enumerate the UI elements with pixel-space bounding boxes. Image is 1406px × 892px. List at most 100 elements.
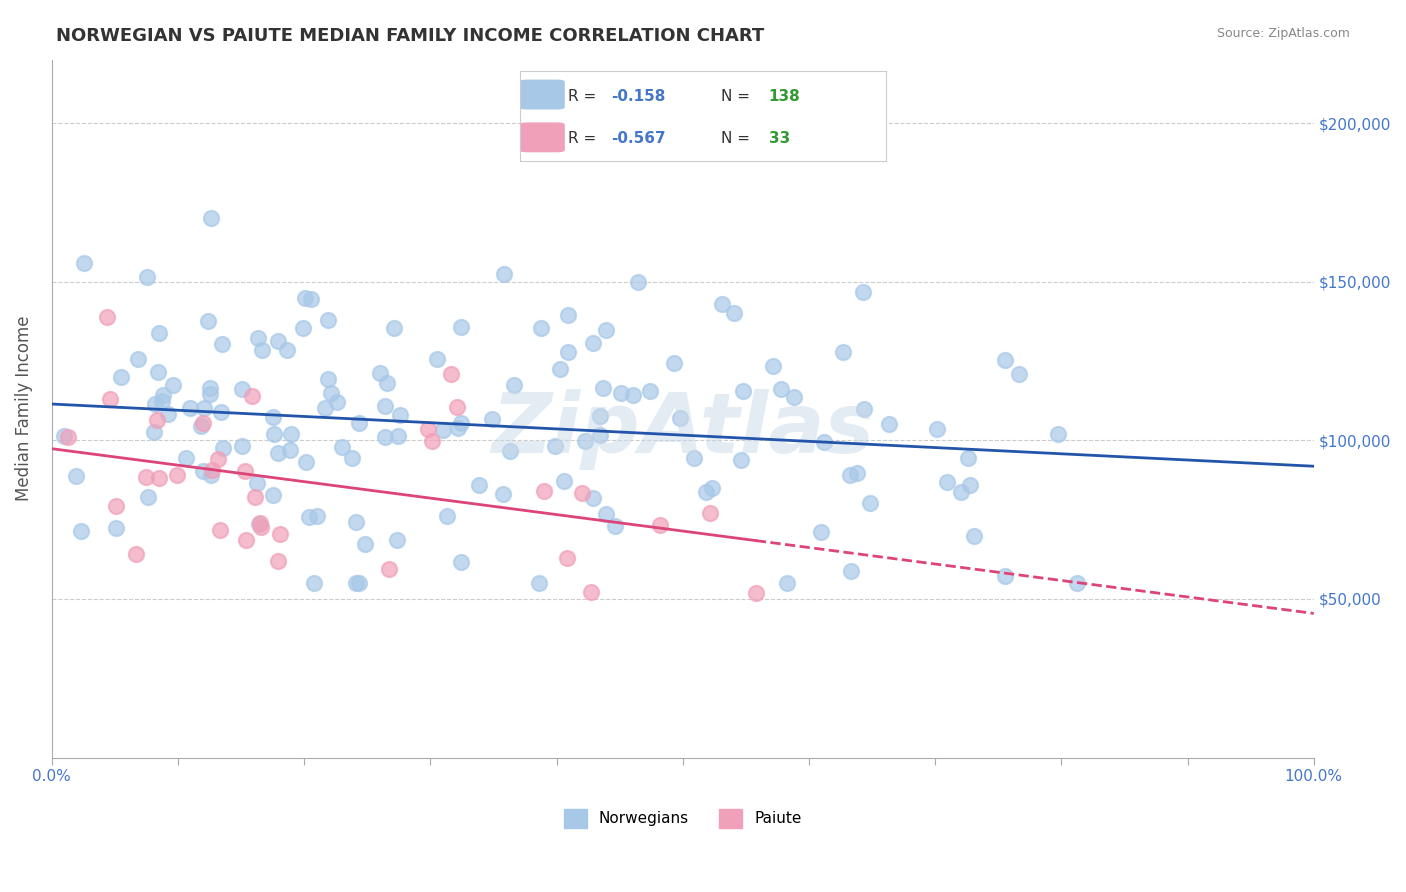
Point (375, 376, 398, 390)
Point (845, 466, 868, 480)
Point (156, 407, 179, 421)
Point (235, 533, 257, 547)
Text: Source: ZipAtlas.com: Source: ZipAtlas.com (1216, 27, 1350, 40)
Point (553, 474, 575, 488)
Point (152, 388, 174, 402)
Point (247, 331, 270, 345)
Point (250, 343, 273, 358)
Point (499, 443, 522, 458)
Text: -0.158: -0.158 (612, 89, 666, 103)
Point (193, 401, 215, 415)
Point (603, 519, 626, 533)
Point (695, 484, 717, 499)
Point (648, 518, 671, 533)
Point (838, 468, 860, 483)
Point (468, 478, 491, 492)
Point (200, 386, 222, 401)
Point (262, 488, 284, 502)
Point (104, 499, 127, 513)
Point (347, 576, 370, 591)
Point (432, 423, 454, 437)
Point (502, 377, 524, 392)
Point (245, 490, 267, 504)
Point (190, 419, 212, 434)
Point (278, 442, 301, 457)
Point (963, 529, 986, 543)
FancyBboxPatch shape (520, 123, 564, 152)
Text: NORWEGIAN VS PAIUTE MEDIAN FAMILY INCOME CORRELATION CHART: NORWEGIAN VS PAIUTE MEDIAN FAMILY INCOME… (56, 27, 765, 45)
Point (267, 446, 290, 460)
Point (143, 425, 166, 439)
Point (557, 344, 579, 359)
Text: R =: R = (568, 89, 600, 103)
Point (770, 382, 793, 396)
Text: 138: 138 (769, 89, 800, 103)
Point (135, 470, 157, 484)
Point (813, 434, 835, 449)
Point (374, 399, 396, 413)
Point (548, 362, 571, 376)
Point (198, 381, 221, 395)
Point (191, 464, 214, 478)
Point (72, 256, 94, 270)
Point (589, 428, 612, 442)
Point (723, 306, 745, 320)
Point (877, 417, 900, 432)
Point (299, 292, 322, 306)
Point (344, 576, 367, 591)
Point (935, 475, 957, 489)
Point (179, 401, 201, 416)
Point (368, 366, 391, 380)
Point (858, 496, 880, 510)
Point (450, 319, 472, 334)
Point (492, 268, 515, 282)
Point (263, 426, 285, 441)
Point (212, 441, 235, 455)
Text: R =: R = (568, 131, 600, 145)
Point (664, 356, 686, 370)
Point (340, 451, 363, 466)
Point (1066, 576, 1088, 591)
Point (249, 516, 271, 530)
Point (831, 344, 853, 359)
Point (208, 524, 231, 538)
Point (280, 426, 302, 441)
Point (145, 413, 167, 427)
Point (626, 275, 648, 289)
Point (267, 334, 290, 348)
Point (957, 450, 980, 465)
Point (579, 585, 602, 599)
Point (143, 397, 166, 411)
Text: 33: 33 (769, 131, 790, 145)
Point (592, 381, 614, 395)
Point (582, 336, 605, 351)
Point (295, 455, 318, 469)
Point (571, 485, 593, 500)
Point (321, 385, 343, 400)
Point (207, 452, 229, 467)
Point (382, 321, 405, 335)
Point (136, 490, 159, 504)
Point (595, 507, 617, 521)
Point (994, 569, 1017, 583)
Point (200, 211, 222, 225)
Point (529, 576, 551, 591)
Point (852, 285, 875, 300)
Point (416, 422, 439, 436)
Point (231, 383, 253, 397)
Point (326, 394, 349, 409)
Point (98, 392, 121, 406)
Point (200, 467, 222, 482)
Point (294, 291, 316, 305)
Point (354, 536, 377, 550)
Point (276, 343, 298, 357)
Point (761, 359, 783, 373)
Point (136, 270, 159, 285)
Point (1047, 427, 1070, 442)
Point (70, 524, 93, 538)
Point (436, 508, 458, 523)
Point (668, 410, 690, 425)
Point (959, 478, 981, 492)
Point (588, 409, 610, 423)
Legend: Norwegians, Paiute: Norwegians, Paiute (558, 803, 808, 834)
